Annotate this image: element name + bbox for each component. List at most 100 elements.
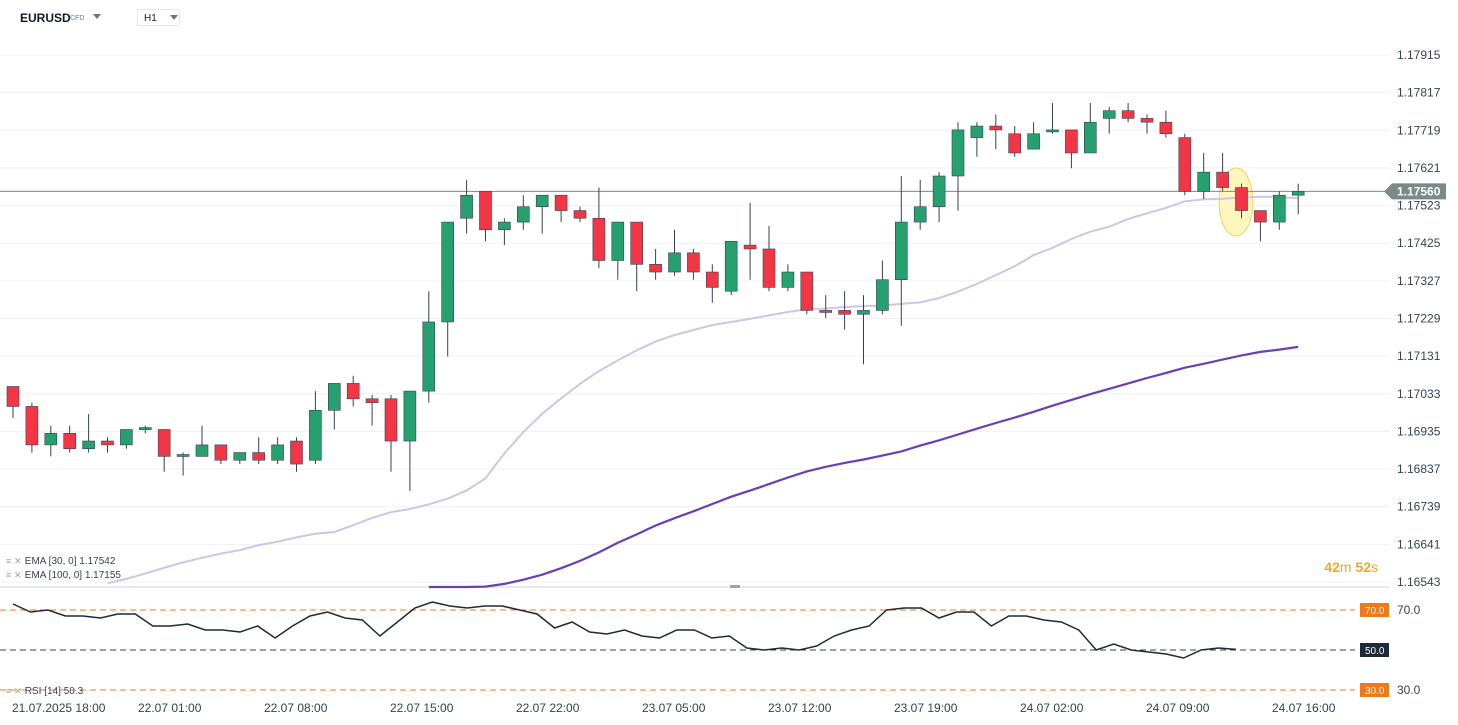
candle-body: [1273, 194, 1286, 223]
rsi-level-tag: [1360, 683, 1389, 697]
chevron-down-icon: [170, 15, 178, 20]
candle: [403, 390, 417, 491]
candle: [157, 429, 171, 472]
candle-body: [63, 433, 77, 450]
price-tick-label: 1.17817: [1397, 86, 1441, 100]
candle: [1046, 103, 1059, 134]
candle-body: [1027, 133, 1040, 150]
candle: [139, 425, 152, 434]
candle: [1140, 114, 1154, 134]
price-tick-label: 1.17915: [1397, 48, 1441, 62]
candle: [1159, 110, 1173, 138]
candle: [649, 248, 662, 280]
time-tick-label: 24.07 09:00: [1146, 701, 1210, 715]
candle-body: [422, 321, 436, 392]
candle: [1027, 122, 1040, 150]
price-tick-label: 1.17719: [1397, 123, 1441, 137]
timeframe-select[interactable]: H1: [137, 9, 180, 26]
price-tick-label: 1.16641: [1397, 537, 1441, 551]
ema100-legend-value: 1.17155: [84, 570, 121, 581]
candle: [668, 229, 681, 276]
rsi-legend[interactable]: ≡ ✕ RSI [14] 50.3: [6, 686, 83, 697]
time-tick-label: 24.07 16:00: [1272, 701, 1336, 715]
rsi-legend-label: RSI [14]: [24, 686, 61, 697]
current-price-label: 1.17560: [1397, 184, 1441, 198]
candle-countdown: 42m 52s: [1324, 559, 1378, 575]
candle: [951, 122, 965, 211]
candle-body: [460, 194, 473, 219]
candle: [819, 295, 833, 319]
candle: [1084, 103, 1097, 154]
candle-body: [1254, 210, 1267, 223]
candle-body: [819, 310, 833, 313]
candle-body: [365, 398, 379, 403]
candle: [554, 194, 568, 223]
candle: [800, 271, 814, 315]
candle-body: [724, 240, 738, 292]
rsi-tick-label: 30.0: [1397, 683, 1421, 697]
candle: [365, 394, 379, 426]
candle: [214, 444, 228, 465]
candle-body: [101, 440, 114, 446]
candle-body: [346, 383, 360, 400]
close-icon[interactable]: ✕: [14, 570, 22, 580]
settings-icon[interactable]: ≡: [6, 556, 12, 566]
candle: [479, 191, 492, 242]
candle-body: [1065, 129, 1078, 154]
current-price-tag-shape: [1384, 183, 1446, 200]
time-tick-label: 23.07 05:00: [642, 701, 706, 715]
symbol-name[interactable]: EURUSD: [20, 11, 71, 25]
candle: [498, 218, 511, 246]
candle-body: [120, 429, 133, 446]
candle-body: [1178, 137, 1192, 192]
time-tick-label: 22.07 08:00: [264, 701, 328, 715]
candle: [441, 221, 455, 357]
candle: [327, 383, 341, 430]
time-tick-label: 23.07 12:00: [768, 701, 832, 715]
price-tick-label: 1.17229: [1397, 312, 1441, 326]
price-tick-label: 1.17033: [1397, 387, 1441, 401]
candle: [611, 221, 625, 280]
candle-body: [687, 252, 700, 273]
symbol-dropdown-chevron-down-icon[interactable]: [93, 14, 101, 19]
close-icon[interactable]: ✕: [14, 556, 22, 566]
candle: [838, 291, 851, 330]
candle-body: [1046, 129, 1059, 133]
candle-body: [894, 221, 908, 281]
candle: [1121, 103, 1135, 123]
ema100-line: [428, 345, 1299, 589]
rsi-level-tag: [1360, 603, 1389, 617]
candle-body: [384, 398, 398, 442]
candle-body: [1008, 133, 1022, 154]
candle-body: [1140, 118, 1154, 123]
time-tick-label: 22.07 22:00: [516, 701, 580, 715]
price-tick-label: 1.17131: [1397, 349, 1441, 363]
candle-body: [1291, 191, 1305, 196]
candle-body: [649, 264, 662, 273]
settings-icon[interactable]: ≡: [6, 570, 12, 580]
candle-body: [82, 440, 95, 450]
price-tick-label: 1.16935: [1397, 424, 1441, 438]
price-tick-label: 1.16739: [1397, 500, 1441, 514]
close-icon[interactable]: ✕: [14, 686, 22, 696]
candle: [252, 437, 265, 465]
candle-body: [195, 444, 209, 457]
candle-body: [592, 217, 606, 261]
candle: [932, 172, 946, 223]
candle: [1216, 152, 1229, 192]
candle: [573, 206, 587, 223]
ema30-legend[interactable]: ≡ ✕ EMA [30, 0] 1.17542: [6, 556, 115, 567]
toolbar: EURUSD CFD H1: [0, 0, 1458, 36]
candle-body: [327, 383, 341, 411]
candle: [460, 179, 473, 234]
price-tick-label: 1.16837: [1397, 462, 1441, 476]
candle-body: [25, 406, 39, 446]
timeframe-label: H1: [144, 13, 157, 24]
settings-icon[interactable]: ≡: [6, 686, 12, 696]
candle-body: [271, 444, 284, 461]
candle: [1254, 210, 1267, 242]
ema100-legend[interactable]: ≡ ✕ EMA [100, 0] 1.17155: [6, 570, 121, 581]
panel-resize-handle: [730, 585, 740, 588]
candle: [592, 187, 606, 269]
